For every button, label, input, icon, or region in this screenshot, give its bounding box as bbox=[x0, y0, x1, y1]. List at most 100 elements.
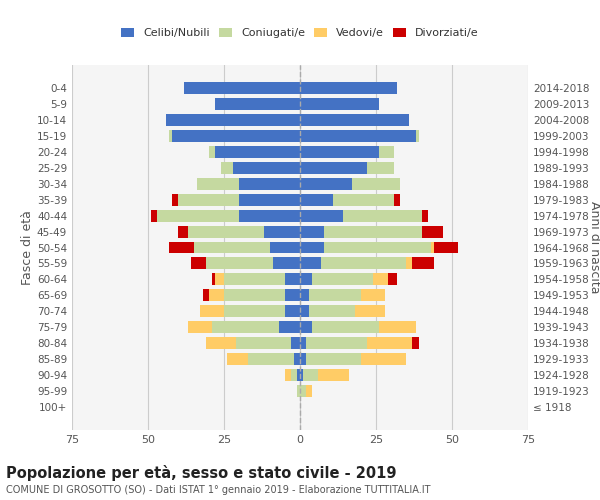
Bar bbox=[388, 274, 397, 285]
Bar bbox=[300, 98, 379, 110]
Bar bbox=[236, 338, 291, 349]
Bar bbox=[361, 290, 385, 302]
Bar bbox=[312, 322, 379, 334]
Bar bbox=[300, 162, 367, 173]
Bar bbox=[209, 290, 224, 302]
Bar bbox=[300, 386, 306, 398]
Bar bbox=[212, 274, 215, 285]
Bar bbox=[172, 194, 178, 205]
Bar bbox=[379, 322, 416, 334]
Bar bbox=[188, 226, 263, 237]
Bar bbox=[294, 354, 300, 366]
Bar bbox=[200, 306, 224, 318]
Bar bbox=[215, 98, 300, 110]
Bar bbox=[239, 194, 300, 205]
Bar bbox=[172, 130, 300, 141]
Bar bbox=[406, 258, 412, 270]
Bar bbox=[306, 354, 361, 366]
Bar bbox=[272, 258, 300, 270]
Bar bbox=[203, 290, 209, 302]
Bar bbox=[285, 306, 300, 318]
Bar bbox=[224, 274, 285, 285]
Bar bbox=[206, 338, 236, 349]
Y-axis label: Anni di nascita: Anni di nascita bbox=[588, 201, 600, 294]
Bar bbox=[178, 194, 239, 205]
Bar bbox=[291, 338, 300, 349]
Bar bbox=[325, 242, 431, 254]
Bar bbox=[300, 354, 306, 366]
Bar bbox=[306, 338, 367, 349]
Y-axis label: Fasce di età: Fasce di età bbox=[21, 210, 34, 285]
Bar bbox=[279, 322, 300, 334]
Bar bbox=[239, 178, 300, 190]
Bar bbox=[309, 290, 361, 302]
Bar bbox=[191, 258, 206, 270]
Bar bbox=[379, 146, 394, 158]
Text: COMUNE DI GROSOTTO (SO) - Dati ISTAT 1° gennaio 2019 - Elaborazione TUTTITALIA.I: COMUNE DI GROSOTTO (SO) - Dati ISTAT 1° … bbox=[6, 485, 431, 495]
Bar bbox=[416, 130, 419, 141]
Bar bbox=[312, 274, 373, 285]
Bar bbox=[373, 274, 388, 285]
Bar bbox=[285, 290, 300, 302]
Bar bbox=[367, 162, 394, 173]
Bar bbox=[306, 386, 312, 398]
Bar bbox=[325, 226, 422, 237]
Bar bbox=[303, 370, 318, 382]
Bar bbox=[412, 338, 419, 349]
Bar bbox=[215, 146, 300, 158]
Bar bbox=[300, 82, 397, 94]
Bar bbox=[297, 370, 300, 382]
Bar bbox=[321, 258, 406, 270]
Bar bbox=[394, 194, 400, 205]
Bar bbox=[169, 242, 194, 254]
Bar bbox=[309, 306, 355, 318]
Bar bbox=[233, 162, 300, 173]
Bar bbox=[300, 146, 379, 158]
Bar bbox=[248, 354, 294, 366]
Bar bbox=[300, 274, 312, 285]
Text: Popolazione per età, sesso e stato civile - 2019: Popolazione per età, sesso e stato civil… bbox=[6, 465, 397, 481]
Bar bbox=[215, 274, 224, 285]
Bar bbox=[352, 178, 400, 190]
Bar bbox=[178, 226, 188, 237]
Bar bbox=[300, 338, 306, 349]
Bar bbox=[157, 210, 239, 222]
Bar bbox=[239, 210, 300, 222]
Bar bbox=[227, 354, 248, 366]
Bar bbox=[221, 162, 233, 173]
Bar bbox=[300, 114, 409, 126]
Bar bbox=[300, 210, 343, 222]
Bar bbox=[300, 290, 309, 302]
Bar bbox=[422, 226, 443, 237]
Bar bbox=[300, 258, 321, 270]
Bar bbox=[422, 210, 428, 222]
Bar bbox=[206, 258, 272, 270]
Bar bbox=[169, 130, 172, 141]
Bar bbox=[209, 146, 215, 158]
Bar bbox=[300, 178, 352, 190]
Bar bbox=[224, 290, 285, 302]
Bar bbox=[343, 210, 422, 222]
Bar bbox=[151, 210, 157, 222]
Bar bbox=[212, 322, 279, 334]
Bar bbox=[285, 370, 291, 382]
Bar bbox=[224, 306, 285, 318]
Bar bbox=[300, 306, 309, 318]
Bar bbox=[367, 338, 412, 349]
Bar bbox=[300, 226, 325, 237]
Bar bbox=[300, 130, 416, 141]
Bar bbox=[184, 82, 300, 94]
Bar bbox=[194, 242, 269, 254]
Bar bbox=[355, 306, 385, 318]
Bar bbox=[361, 354, 406, 366]
Bar bbox=[297, 386, 300, 398]
Bar bbox=[300, 242, 325, 254]
Bar bbox=[412, 258, 434, 270]
Bar bbox=[431, 242, 434, 254]
Bar bbox=[269, 242, 300, 254]
Bar bbox=[291, 370, 297, 382]
Bar bbox=[285, 274, 300, 285]
Bar bbox=[188, 322, 212, 334]
Bar bbox=[318, 370, 349, 382]
Bar bbox=[300, 370, 303, 382]
